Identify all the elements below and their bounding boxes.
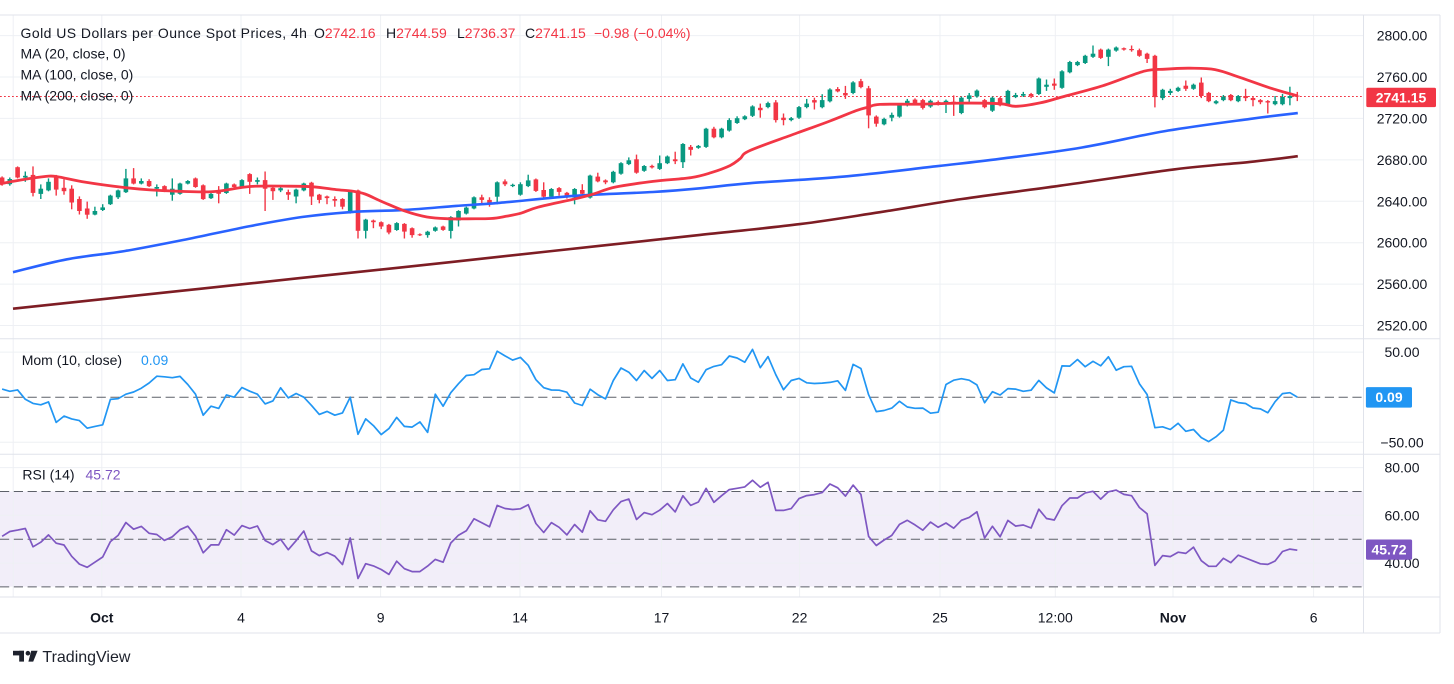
svg-text:2680.00: 2680.00 (1377, 152, 1428, 168)
svg-text:Nov: Nov (1160, 610, 1187, 626)
svg-text:17: 17 (654, 610, 670, 626)
svg-text:22: 22 (792, 610, 808, 626)
svg-text:TradingView: TradingView (42, 649, 130, 666)
svg-text:2720.00: 2720.00 (1377, 110, 1428, 126)
svg-text:O2742.16: O2742.16 (314, 25, 376, 41)
svg-text:45.72: 45.72 (1371, 542, 1406, 558)
svg-text:C2741.15: C2741.15 (525, 25, 586, 41)
svg-text:Gold US Dollars per Ounce Spot: Gold US Dollars per Ounce Spot Prices, 4… (21, 25, 308, 41)
svg-text:2741.15: 2741.15 (1376, 89, 1427, 105)
svg-text:Mom (10, close): Mom (10, close) (22, 352, 122, 368)
svg-text:H2744.59: H2744.59 (386, 25, 447, 41)
svg-text:−50.00: −50.00 (1380, 434, 1423, 450)
svg-text:MA (20, close, 0): MA (20, close, 0) (21, 46, 126, 62)
svg-text:2640.00: 2640.00 (1377, 193, 1428, 209)
svg-text:45.72: 45.72 (86, 467, 121, 483)
svg-text:RSI (14): RSI (14) (22, 467, 74, 483)
svg-text:25: 25 (932, 610, 948, 626)
svg-text:2520.00: 2520.00 (1377, 318, 1428, 334)
svg-text:0.09: 0.09 (141, 352, 168, 368)
svg-text:4: 4 (237, 610, 245, 626)
svg-text:14: 14 (512, 610, 528, 626)
svg-text:Oct: Oct (90, 610, 114, 626)
svg-text:MA (200, close, 0): MA (200, close, 0) (21, 87, 134, 103)
svg-text:MA (100, close, 0): MA (100, close, 0) (21, 67, 134, 83)
svg-text:9: 9 (377, 610, 385, 626)
svg-text:0.09: 0.09 (1375, 389, 1402, 405)
svg-text:2600.00: 2600.00 (1377, 235, 1428, 251)
svg-text:60.00: 60.00 (1384, 507, 1419, 523)
svg-text:2560.00: 2560.00 (1377, 276, 1428, 292)
svg-text:2800.00: 2800.00 (1377, 28, 1428, 44)
svg-text:12:00: 12:00 (1038, 610, 1073, 626)
svg-text:2760.00: 2760.00 (1377, 69, 1428, 85)
svg-text:80.00: 80.00 (1384, 460, 1419, 476)
svg-text:6: 6 (1310, 610, 1318, 626)
svg-text:L2736.37: L2736.37 (457, 25, 516, 41)
svg-text:−0.98 (−0.04%): −0.98 (−0.04%) (594, 25, 691, 41)
svg-text:50.00: 50.00 (1384, 344, 1419, 360)
